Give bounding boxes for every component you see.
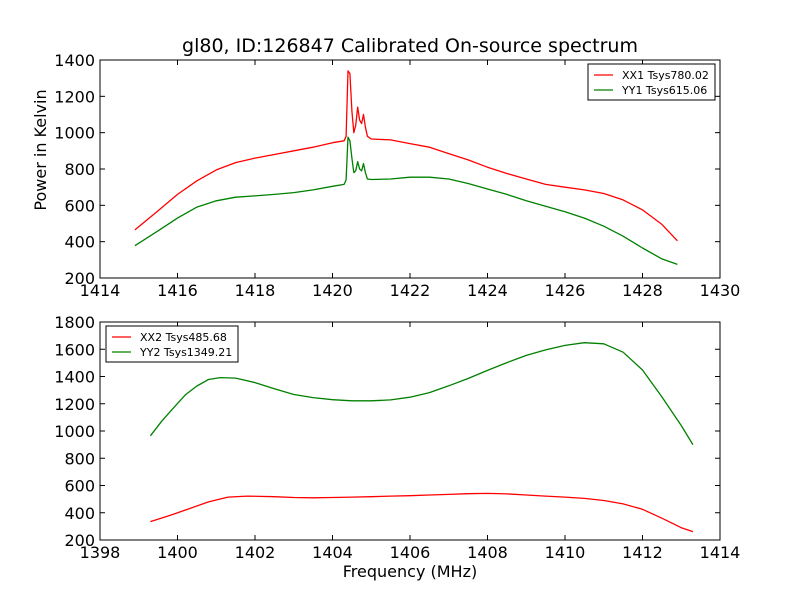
x-tick-label: 1410 xyxy=(545,543,586,562)
legend-box xyxy=(105,325,239,363)
x-tick-label: 1420 xyxy=(312,281,353,300)
y-tick-label: 400 xyxy=(64,233,95,252)
y-tick-label: 800 xyxy=(64,160,95,179)
legend-label: YY1 Tsys615.06 xyxy=(621,84,707,97)
top-panel: 1414 1416 1418 1420 1422 1424 1426 1428 1430 200 4… xyxy=(54,51,740,300)
x-tick-label: 1426 xyxy=(545,281,586,300)
x-axis-label: Frequency (MHz) xyxy=(343,562,477,581)
y-tick-label: 1800 xyxy=(54,313,95,332)
legend-label: YY2 Tsys1349.21 xyxy=(139,346,232,359)
x-tick-label: 1402 xyxy=(235,543,276,562)
x-tick-label: 1414 xyxy=(700,543,741,562)
legend-label: XX1 Tsys780.02 xyxy=(622,69,709,82)
y-tick-label: 1200 xyxy=(54,87,95,106)
legend: XX1 Tsys780.02 YY1 Tsys615.06 xyxy=(587,63,716,101)
y-tick-label: 1600 xyxy=(54,340,95,359)
x-tick-label: 1408 xyxy=(467,543,508,562)
series-line-xx xyxy=(150,492,694,533)
x-tick-label: 1414 xyxy=(80,281,121,300)
y-axis-label: Power in Kelvin xyxy=(31,89,50,210)
x-tick-label: 1406 xyxy=(390,543,431,562)
x-tick-label: 1404 xyxy=(312,543,353,562)
y-tick-label: 600 xyxy=(64,477,95,496)
legend-box xyxy=(587,63,716,101)
y-tick-label: 1000 xyxy=(54,422,95,441)
x-tick-label: 1412 xyxy=(622,543,663,562)
x-tick-label: 1424 xyxy=(467,281,508,300)
legend-label: XX2 Tsys485.68 xyxy=(140,331,227,344)
x-tick-label: 1398 xyxy=(80,543,121,562)
y-tick-label: 1400 xyxy=(54,51,95,70)
series-line-yy xyxy=(134,136,678,266)
series-line-xx xyxy=(134,70,678,242)
x-tick-label: 1428 xyxy=(622,281,663,300)
y-tick-label: 1400 xyxy=(54,368,95,387)
y-tick-label: 200 xyxy=(64,269,95,288)
y-tick-label: 200 xyxy=(64,531,95,550)
legend: XX2 Tsys485.68 YY2 Tsys1349.21 xyxy=(105,325,239,363)
chart-title: gl80, ID:126847 Calibrated On-source spe… xyxy=(182,35,638,57)
x-tick-label: 1430 xyxy=(700,281,741,300)
x-tick-label: 1400 xyxy=(157,543,198,562)
x-tick-label: 1416 xyxy=(157,281,198,300)
y-tick-label: 600 xyxy=(64,196,95,215)
x-tick-label: 1418 xyxy=(235,281,276,300)
y-tick-label: 400 xyxy=(64,504,95,523)
y-tick-label: 800 xyxy=(64,449,95,468)
y-tick-label: 1200 xyxy=(54,395,95,414)
series-line-yy xyxy=(149,342,694,445)
x-tick-label: 1422 xyxy=(390,281,431,300)
y-tick-label: 1000 xyxy=(54,124,95,143)
bottom-panel: 1398 1400 1402 1404 1406 1408 1410 1412 1414 200 4… xyxy=(54,313,740,562)
